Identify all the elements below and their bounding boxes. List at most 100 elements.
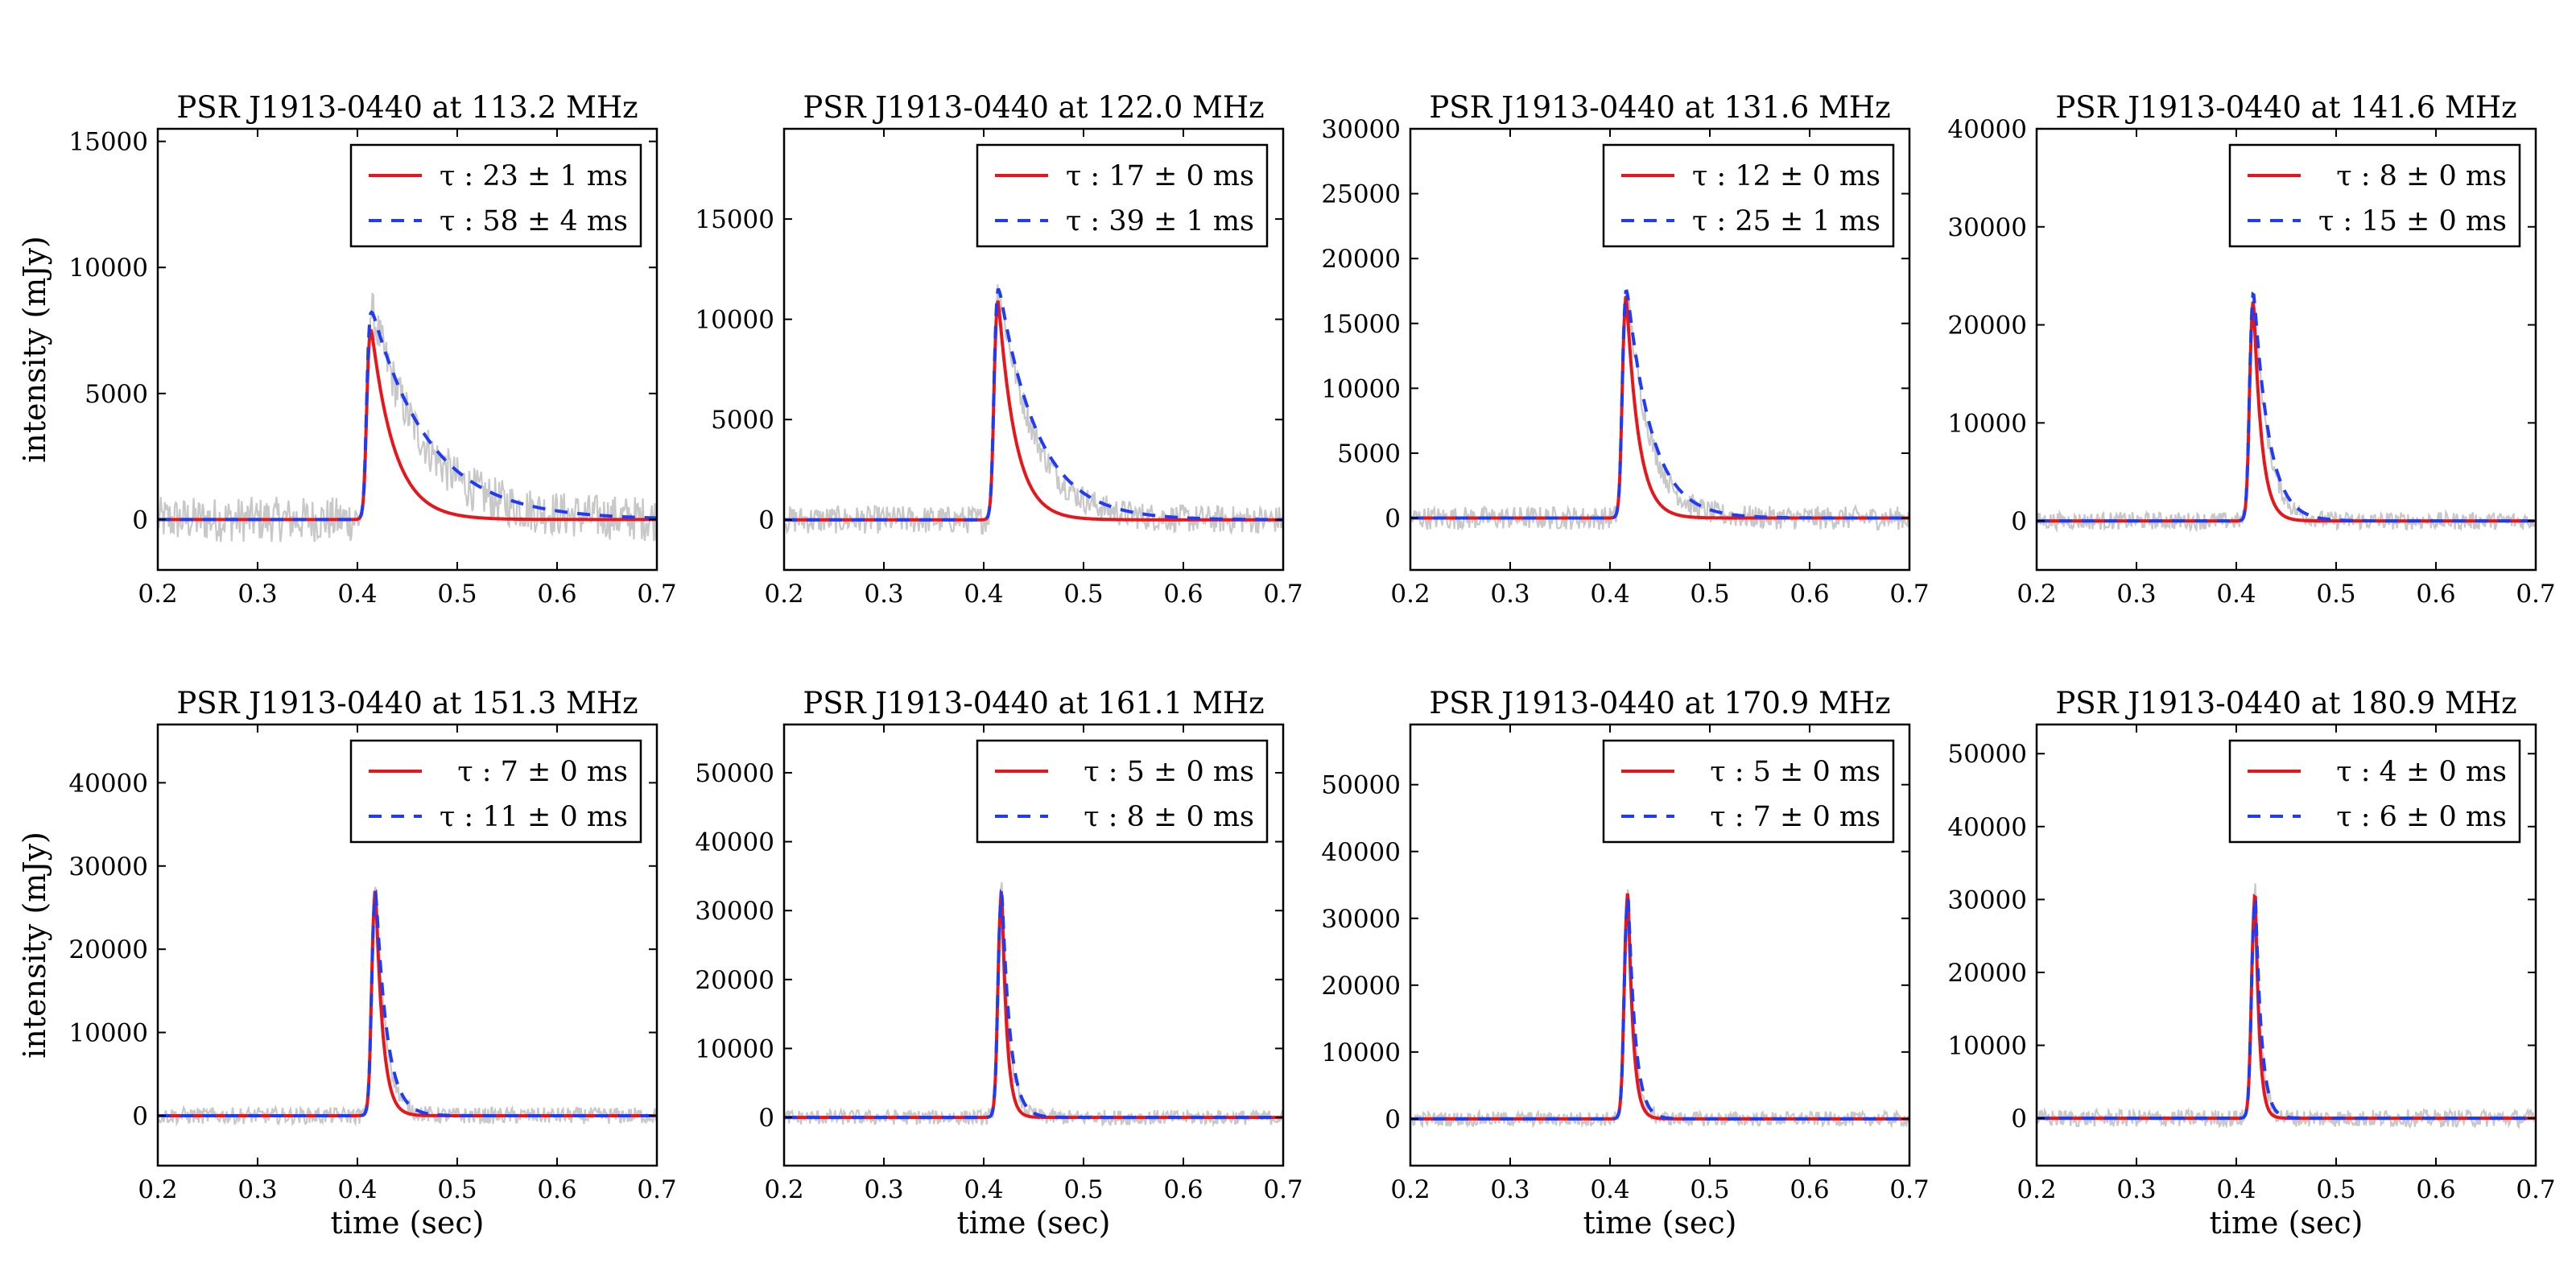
axes-frame: [2035, 723, 2537, 1167]
legend-box: [349, 739, 642, 844]
y-tick-label: 5000: [85, 380, 148, 409]
y-tick-label: 20000: [1321, 245, 1401, 274]
red-fit-curve: [2037, 301, 2536, 523]
y-tick-label: 10000: [695, 1034, 774, 1063]
axes-frame: [2035, 127, 2537, 572]
plot-area: [784, 881, 1283, 1128]
y-tick-label: 10000: [1321, 374, 1401, 403]
legend-label: τ : 12 ± 0 ms: [1692, 160, 1880, 192]
data-trace: [1410, 291, 1909, 531]
panel-1: 0.2 0.3 0.4 0.5 0.6 0.7 0 5000 10000 15000 PSR J19…: [17, 90, 677, 609]
x-tick-label: 0.4: [2216, 580, 2256, 609]
y-tick-label: 10000: [68, 254, 148, 283]
x-tick-label: 0.7: [1889, 580, 1929, 609]
y-tick-label: 0: [1385, 505, 1401, 534]
y-tick-label: 30000: [1321, 905, 1401, 934]
blue-fit-curve: [784, 287, 1283, 522]
y-tick-label: 20000: [1947, 312, 2027, 341]
blue-fit-curve: [1410, 289, 1909, 520]
x-tick-label: 0.5: [2316, 580, 2355, 609]
plot-area: [2037, 883, 2536, 1129]
legend: τ : 8 ± 0 ms τ : 15 ± 0 ms: [2228, 143, 2521, 248]
x-tick-label: 0.6: [1790, 580, 1829, 609]
x-tick-label: 0.7: [637, 1175, 676, 1204]
y-tick-label: 5000: [1337, 440, 1401, 469]
x-tick-label: 0.3: [237, 580, 277, 609]
y-tick-label: 40000: [68, 769, 148, 798]
legend-label: τ : 7 ± 0 ms: [1710, 801, 1880, 833]
blue-fit-curve: [158, 310, 657, 522]
x-tick-label: 0.7: [2516, 1175, 2555, 1204]
plot-area: [1410, 289, 1909, 531]
y-tick-label: 30000: [68, 852, 148, 881]
legend-label: τ : 8 ± 0 ms: [1084, 801, 1254, 833]
x-tick-label: 0.4: [337, 1175, 377, 1204]
legend-box: [2228, 739, 2521, 844]
data-trace: [1410, 889, 1909, 1129]
x-tick-label: 0.3: [2116, 1175, 2156, 1204]
y-tick-label: 30000: [1947, 886, 2027, 914]
x-tick-label: 0.5: [1690, 1175, 1729, 1204]
y-tick-label: 40000: [1947, 813, 2027, 842]
axes-frame: [156, 723, 658, 1167]
legend-label: τ : 4 ± 0 ms: [2336, 756, 2507, 788]
legend-label: τ : 8 ± 0 ms: [2336, 160, 2507, 192]
x-tick-label: 0.3: [2116, 580, 2156, 609]
y-tick-label: 10000: [68, 1019, 148, 1048]
x-tick-label: 0.5: [1063, 580, 1103, 609]
y-axis-label: intensity (mJy): [17, 236, 52, 463]
x-tick-label: 0.5: [437, 580, 477, 609]
y-tick-label: 0: [758, 1104, 774, 1133]
legend: τ : 23 ± 1 ms τ : 58 ± 4 ms: [349, 143, 642, 248]
x-tick-label: 0.2: [1390, 1175, 1430, 1204]
y-tick-label: 30000: [1321, 115, 1401, 144]
panel-title: PSR J1913-0440 at 131.6 MHz: [1429, 90, 1890, 125]
panel-title: PSR J1913-0440 at 161.1 MHz: [803, 686, 1264, 720]
y-tick-label: 15000: [695, 205, 774, 234]
x-tick-label: 0.3: [864, 580, 903, 609]
legend-label: τ : 25 ± 1 ms: [1692, 205, 1880, 237]
x-tick-label: 0.7: [1263, 580, 1302, 609]
x-tick-label: 0.2: [764, 1175, 803, 1204]
plot-area: [158, 291, 657, 543]
y-tick-label: 50000: [1321, 771, 1401, 800]
legend-box: [1602, 143, 1895, 248]
axes-frame: [1409, 127, 1911, 572]
legend-box: [976, 143, 1269, 248]
panel-title: PSR J1913-0440 at 113.2 MHz: [176, 90, 638, 125]
y-tick-label: 30000: [1947, 213, 2027, 242]
blue-fit-curve: [784, 888, 1283, 1120]
data-trace: [158, 291, 657, 543]
panel-6: 0.2 0.3 0.4 0.5 0.6 0.7 0 10000 20000 30000 40000 5…: [695, 686, 1302, 1241]
legend-label: τ : 7 ± 0 ms: [457, 756, 628, 788]
axes-frame: [782, 723, 1285, 1167]
x-tick-label: 0.5: [437, 1175, 477, 1204]
x-tick-label: 0.4: [1590, 580, 1629, 609]
panel-title: PSR J1913-0440 at 122.0 MHz: [803, 90, 1264, 125]
legend-box: [2228, 143, 2521, 248]
blue-fit-curve: [2037, 291, 2536, 523]
y-tick-label: 15000: [68, 128, 148, 157]
y-tick-label: 30000: [695, 897, 774, 926]
x-tick-label: 0.2: [764, 580, 803, 609]
legend-label: τ : 15 ± 0 ms: [2318, 205, 2507, 237]
legend-label: τ : 6 ± 0 ms: [2336, 801, 2507, 833]
legend-label: τ : 5 ± 0 ms: [1710, 756, 1880, 788]
y-axis-label: intensity (mJy): [17, 832, 52, 1059]
legend: τ : 12 ± 0 ms τ : 25 ± 1 ms: [1602, 143, 1895, 248]
x-tick-label: 0.4: [2216, 1175, 2256, 1204]
plot-area: [1410, 889, 1909, 1129]
legend: τ : 17 ± 0 ms τ : 39 ± 1 ms: [976, 143, 1269, 248]
legend-label: τ : 23 ± 1 ms: [440, 160, 628, 192]
x-tick-label: 0.6: [2416, 580, 2455, 609]
legend-label: τ : 17 ± 0 ms: [1066, 160, 1254, 192]
y-tick-label: 20000: [68, 935, 148, 964]
y-tick-label: 0: [132, 506, 148, 535]
panel-2: 0.2 0.3 0.4 0.5 0.6 0.7 0 5000 10000 15000 PSR J19…: [695, 90, 1302, 609]
x-tick-label: 0.6: [537, 1175, 576, 1204]
y-tick-label: 0: [132, 1102, 148, 1131]
x-tick-label: 0.2: [2017, 580, 2056, 609]
x-tick-label: 0.6: [537, 580, 576, 609]
blue-fit-curve: [2037, 898, 2536, 1121]
y-tick-label: 25000: [1321, 180, 1401, 209]
